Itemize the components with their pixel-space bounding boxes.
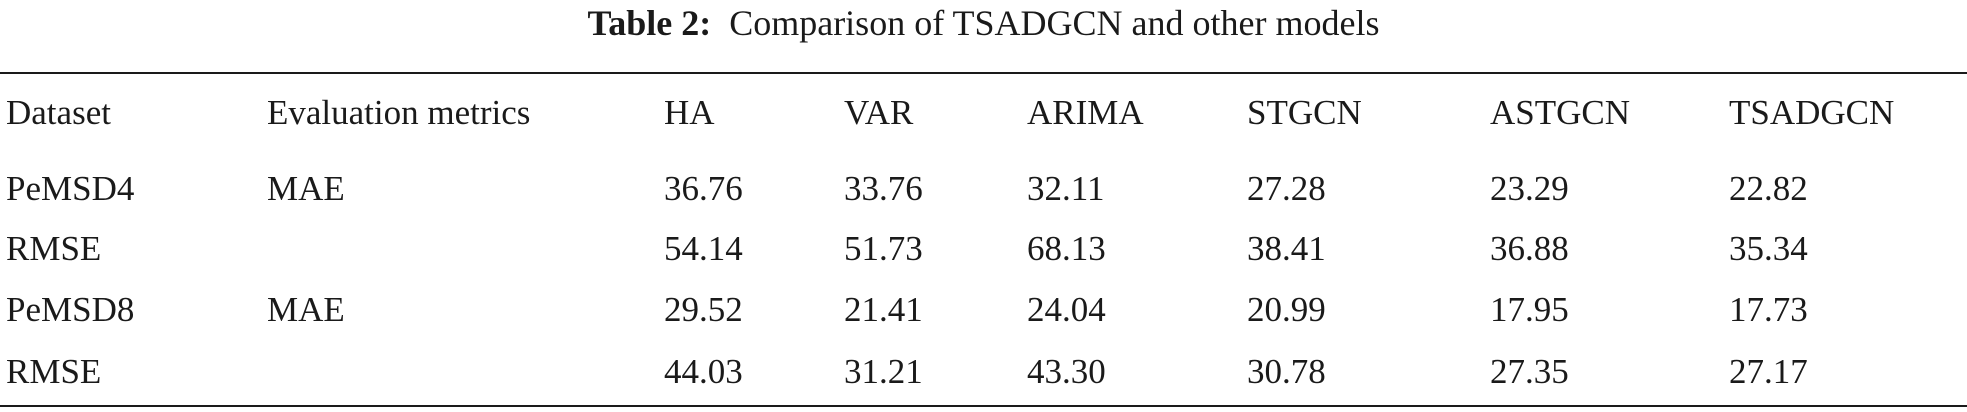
value-cell: 17.73 bbox=[1729, 290, 1808, 329]
dataset-cell: RMSE bbox=[6, 229, 102, 268]
header-cell: STGCN bbox=[1247, 93, 1362, 132]
value-cell: 43.30 bbox=[1027, 352, 1106, 391]
value-cell: 35.34 bbox=[1729, 229, 1808, 268]
dataset-cell: PeMSD4 bbox=[6, 169, 135, 208]
value-cell: 38.41 bbox=[1247, 229, 1326, 268]
value-cell: 29.52 bbox=[664, 290, 743, 329]
value-cell: 27.28 bbox=[1247, 169, 1326, 208]
value-cell: 54.14 bbox=[664, 229, 743, 268]
value-cell: 36.76 bbox=[664, 169, 743, 208]
value-cell: 21.41 bbox=[844, 290, 923, 329]
value-cell: 27.35 bbox=[1490, 352, 1569, 391]
header-cell: ARIMA bbox=[1027, 93, 1144, 132]
value-cell: 17.95 bbox=[1490, 290, 1569, 329]
value-cell: 20.99 bbox=[1247, 290, 1326, 329]
metric-cell: MAE bbox=[267, 169, 345, 208]
caption-label: Table 2: bbox=[587, 3, 712, 43]
header-cell: ASTGCN bbox=[1490, 93, 1631, 132]
value-cell: 23.29 bbox=[1490, 169, 1569, 208]
value-cell: 24.04 bbox=[1027, 290, 1106, 329]
table-caption: Table 2: Comparison of TSADGCN and other… bbox=[0, 2, 1967, 44]
value-cell: 22.82 bbox=[1729, 169, 1808, 208]
bottom-rule bbox=[0, 405, 1967, 407]
header-cell: VAR bbox=[844, 93, 914, 132]
value-cell: 68.13 bbox=[1027, 229, 1106, 268]
value-cell: 30.78 bbox=[1247, 352, 1326, 391]
header-cell: TSADGCN bbox=[1729, 93, 1895, 132]
value-cell: 27.17 bbox=[1729, 352, 1808, 391]
caption-title: Comparison of TSADGCN and other models bbox=[729, 3, 1380, 43]
value-cell: 32.11 bbox=[1027, 169, 1105, 208]
value-cell: 31.21 bbox=[844, 352, 923, 391]
top-rule bbox=[0, 72, 1967, 74]
dataset-cell: RMSE bbox=[6, 352, 102, 391]
value-cell: 36.88 bbox=[1490, 229, 1569, 268]
dataset-cell: PeMSD8 bbox=[6, 290, 135, 329]
header-cell: Dataset bbox=[6, 93, 111, 132]
header-cell: Evaluation metrics bbox=[267, 93, 531, 132]
value-cell: 33.76 bbox=[844, 169, 923, 208]
value-cell: 44.03 bbox=[664, 352, 743, 391]
value-cell: 51.73 bbox=[844, 229, 923, 268]
header-cell: HA bbox=[664, 93, 715, 132]
metric-cell: MAE bbox=[267, 290, 345, 329]
